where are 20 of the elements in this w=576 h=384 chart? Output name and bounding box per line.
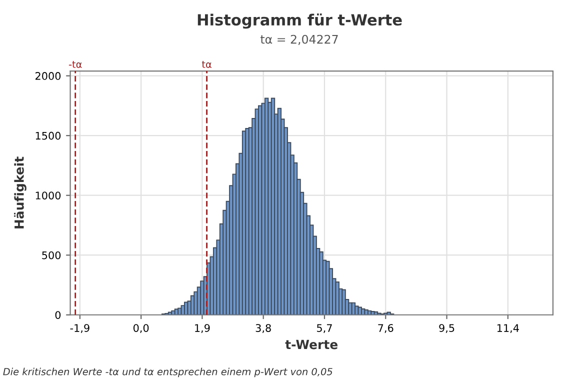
x-tick-label: 7,6	[378, 324, 394, 334]
x-tick-label: 5,7	[317, 324, 332, 334]
ref-line-label: tα	[202, 60, 212, 68]
x-axis-title: t-Werte	[285, 340, 338, 350]
y-tick-label: 500	[42, 251, 61, 260]
x-tick-label: 11,4	[497, 324, 519, 334]
x-tick-label: 0,0	[133, 324, 149, 334]
x-tick-label: 3,8	[256, 324, 271, 334]
y-tick-label: 2000	[35, 72, 61, 80]
y-axis-title: Häufigkeit	[14, 156, 26, 228]
x-tick-label: -1,9	[70, 324, 90, 334]
y-tick-label: 1000	[36, 192, 61, 200]
text: Die kritischen Werte -tα und tα entsprechen einem p-Wert von 0,05	[3, 368, 332, 378]
y-tick-label: 1500	[36, 132, 61, 140]
chart-title: Histogramm für t-Werte	[198, 14, 402, 29]
x-tick-label: 9,5	[439, 324, 454, 334]
ref-line-label: -tα	[68, 60, 82, 68]
x-tick-label: 1,9	[195, 324, 210, 334]
chart-subtitle: tα = 2,04227	[260, 34, 338, 45]
y-tick-label: 0	[55, 311, 61, 319]
